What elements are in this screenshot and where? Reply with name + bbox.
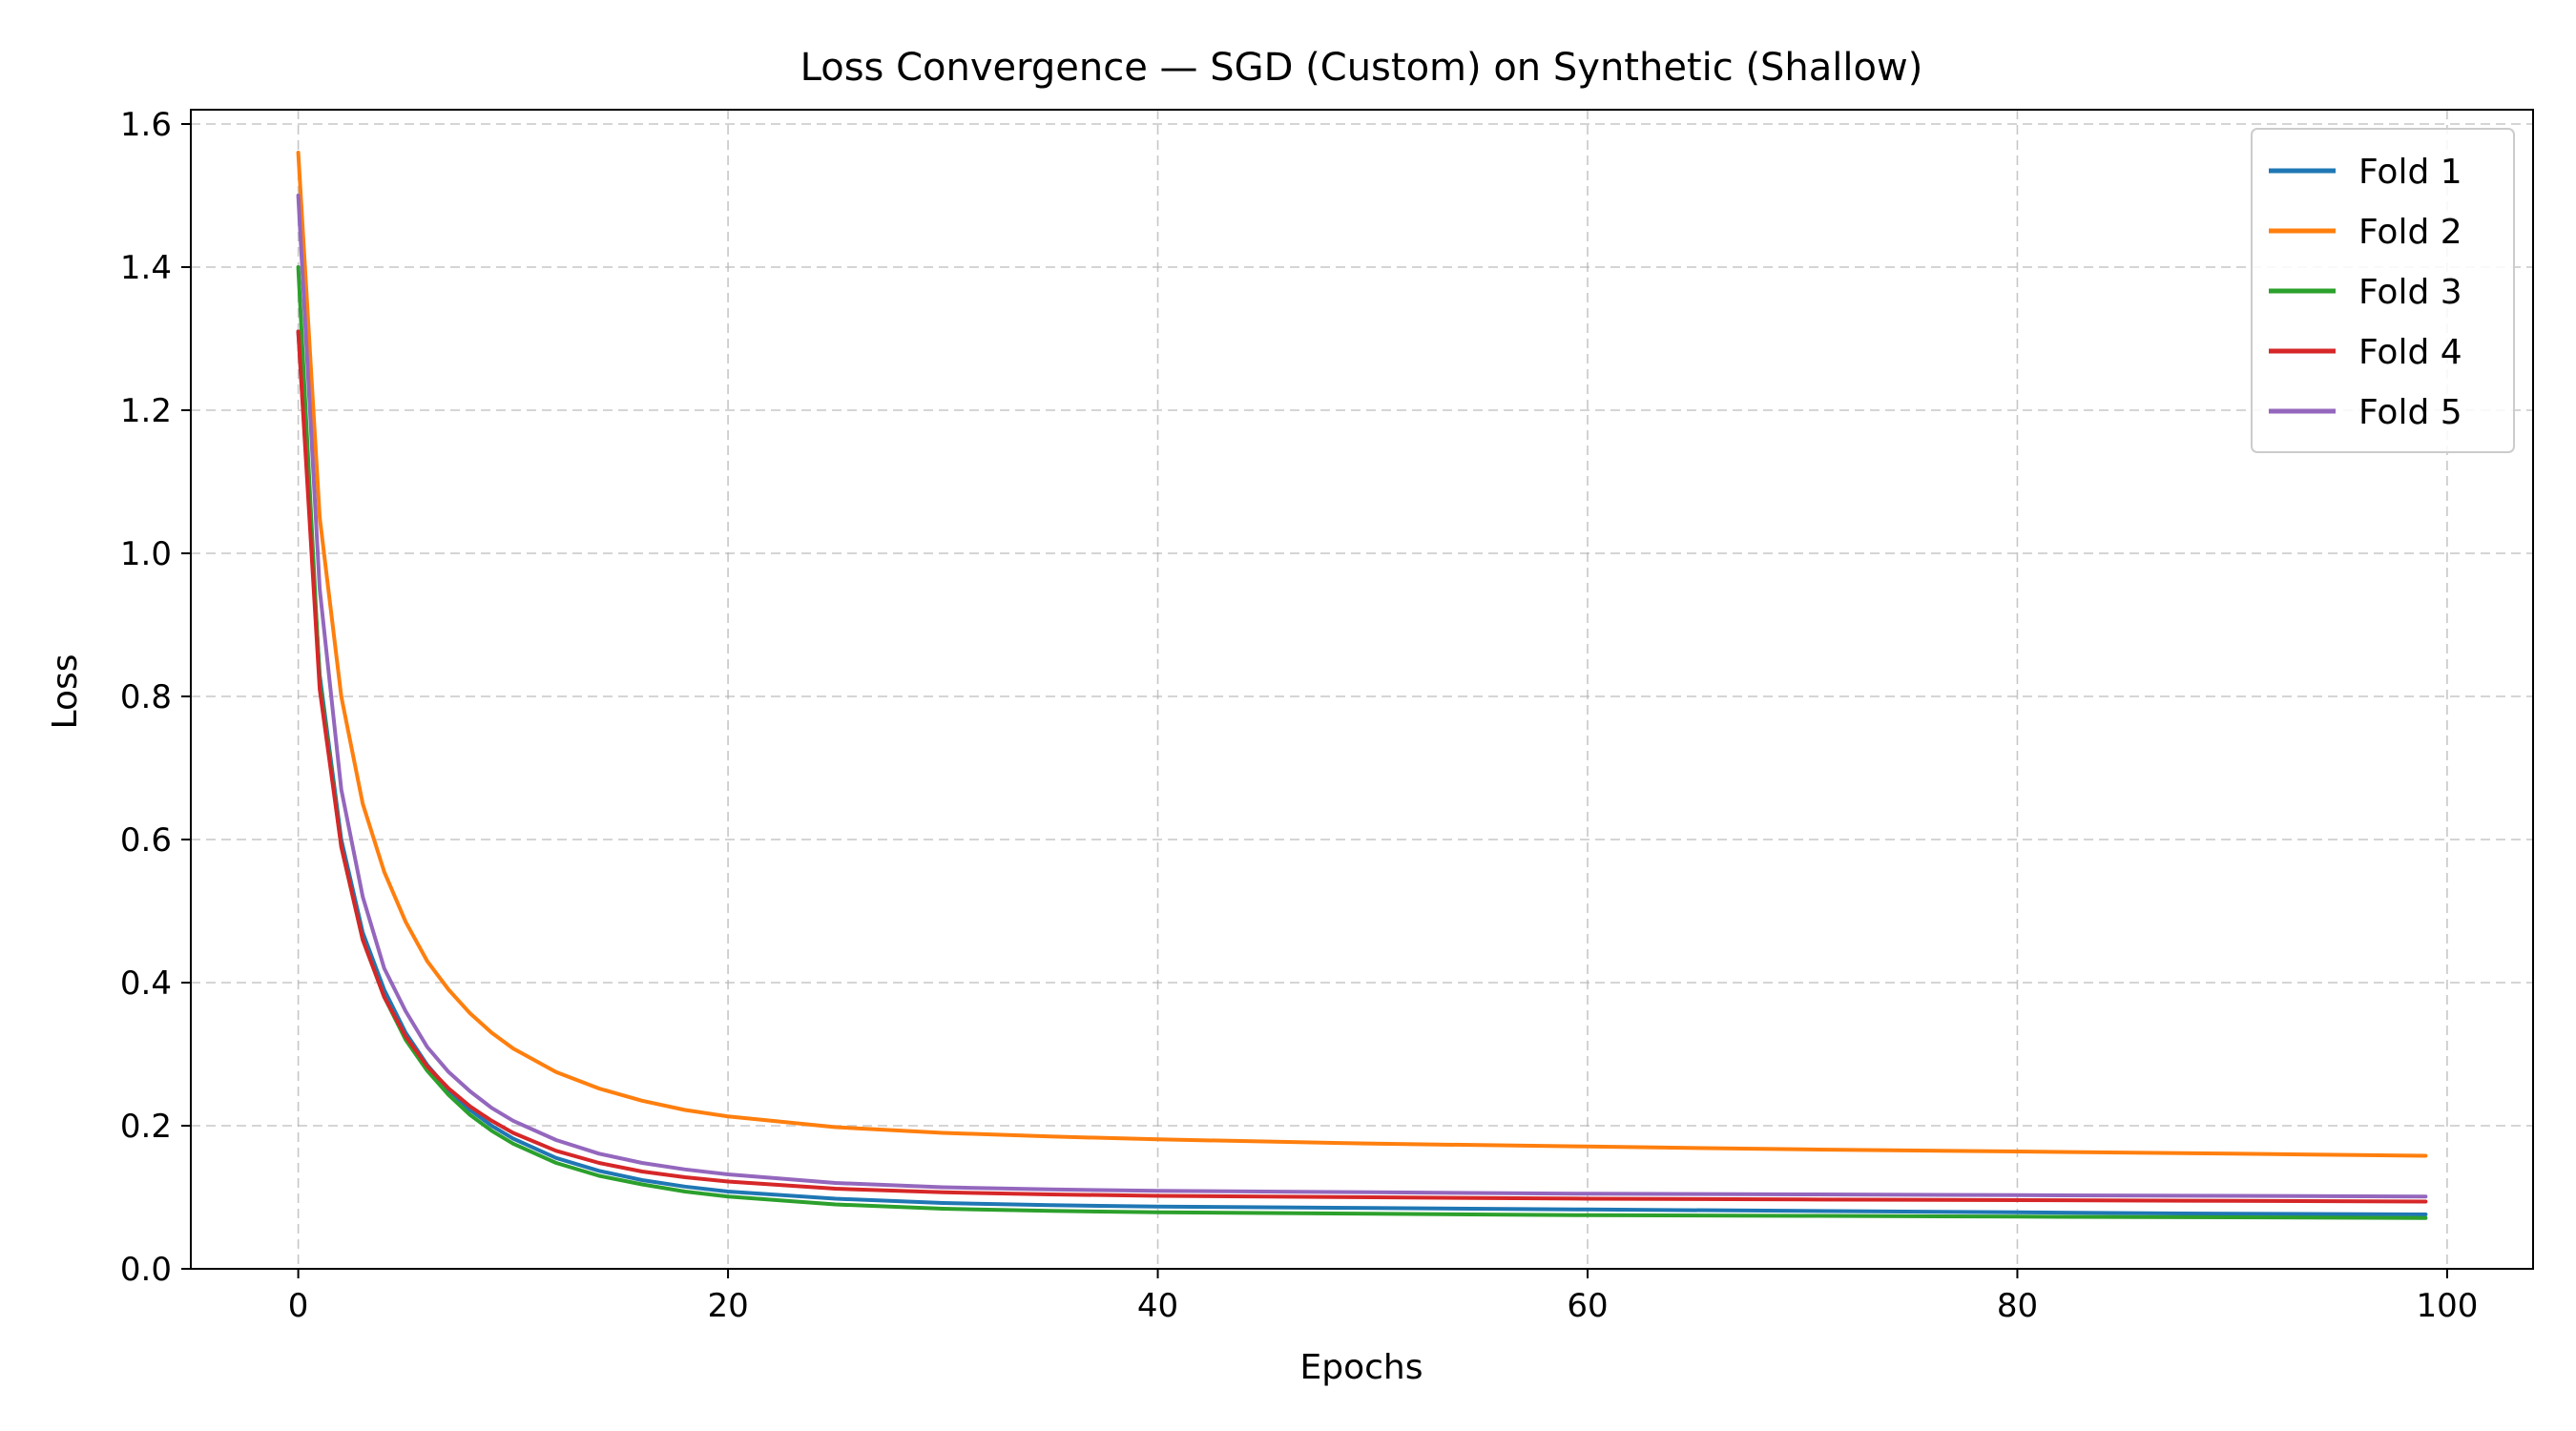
x-tick-label: 20 <box>707 1287 748 1325</box>
y-tick-label: 1.0 <box>120 535 172 573</box>
chart-title: Loss Convergence — SGD (Custom) on Synth… <box>800 46 1923 90</box>
legend-label-fold-5: Fold 5 <box>2358 393 2462 432</box>
y-tick-label: 1.6 <box>120 106 172 144</box>
grid-layer <box>191 110 2533 1270</box>
y-tick-label: 1.4 <box>120 249 172 287</box>
y-tick-label: 0.8 <box>120 678 172 716</box>
series-line-fold-2 <box>296 151 2428 1158</box>
x-tick-label: 60 <box>1567 1287 1608 1325</box>
y-tick-label: 0.2 <box>120 1108 172 1146</box>
legend-label-fold-4: Fold 4 <box>2358 333 2462 372</box>
x-axis-label: Epochs <box>1300 1348 1423 1387</box>
y-tick-label: 1.2 <box>120 392 172 430</box>
legend: Fold 1 Fold 2 Fold 3 Fold 4 Fold 5 <box>2251 128 2515 453</box>
tick-layer: 0 20 40 60 80 100 0.0 0.2 0.4 0.6 0.8 1.0 1.2 1.4 1.6 <box>120 106 2478 1325</box>
series-line-fold-4 <box>296 329 2428 1204</box>
x-tick-label: 100 <box>2416 1287 2478 1325</box>
y-tick-label: 0.6 <box>120 821 172 860</box>
series-line-fold-1 <box>296 329 2428 1216</box>
y-axis-label: Loss <box>46 654 85 730</box>
y-tick-label: 0.0 <box>120 1251 172 1289</box>
legend-label-fold-3: Fold 3 <box>2358 273 2462 312</box>
legend-label-fold-1: Fold 1 <box>2358 153 2462 192</box>
series-line-fold-5 <box>296 194 2428 1199</box>
y-tick-label: 0.4 <box>120 964 172 1003</box>
legend-label-fold-2: Fold 2 <box>2358 213 2462 252</box>
series-layer <box>296 151 2428 1220</box>
x-tick-label: 80 <box>1997 1287 2038 1325</box>
legend-box <box>2251 128 2515 453</box>
plot-area-frame <box>190 109 2534 1270</box>
x-tick-label: 0 <box>288 1287 309 1325</box>
x-tick-label: 40 <box>1137 1287 1178 1325</box>
